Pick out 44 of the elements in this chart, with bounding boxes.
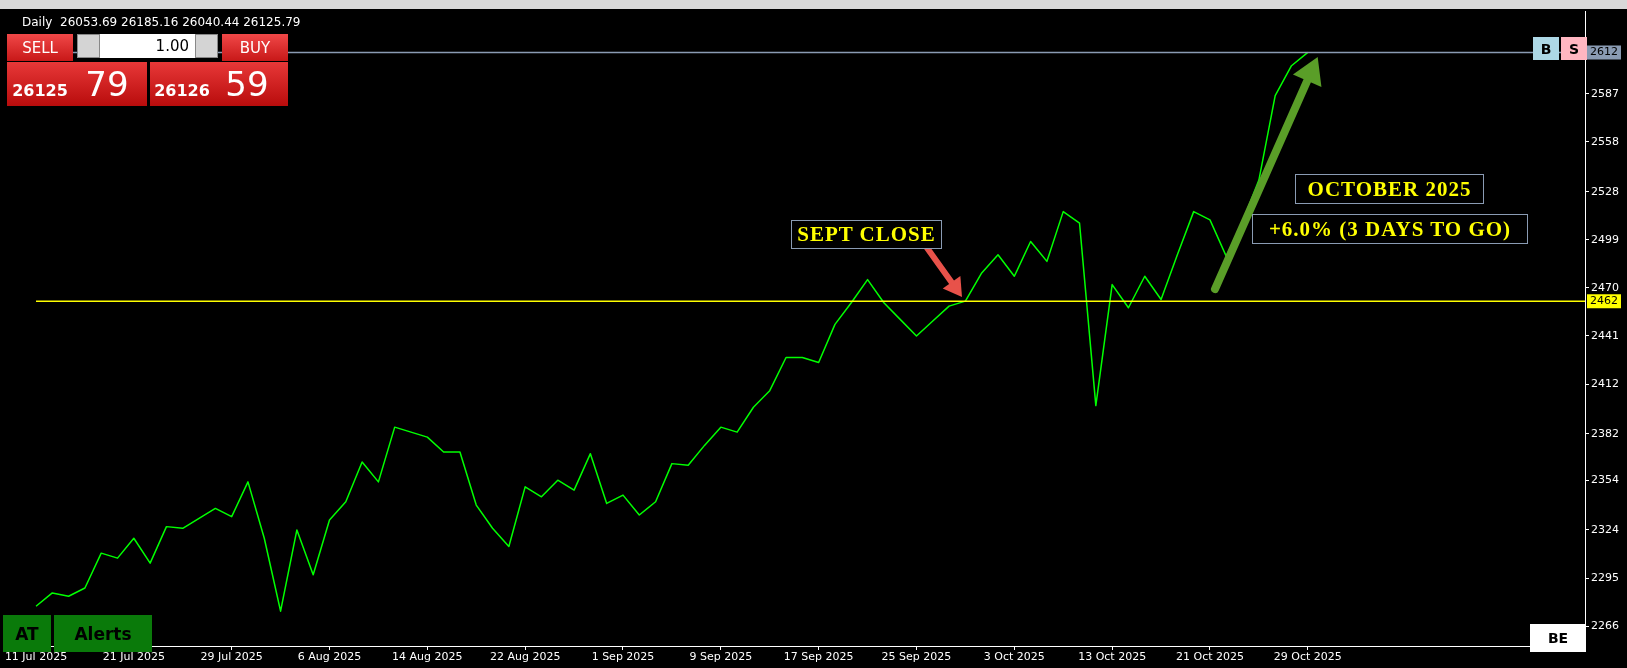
x-tick-label: 25 Sep 2025 bbox=[881, 650, 952, 664]
ask: 59 bbox=[224, 64, 270, 104]
y-tick-label: 2354 bbox=[1591, 473, 1619, 487]
alerts-button: Alerts bbox=[54, 615, 152, 652]
x-tick-label: 9 Sep 2025 bbox=[689, 650, 753, 664]
x-tick-label: 3 Oct 2025 bbox=[983, 650, 1045, 664]
y-tick-label: 2441 bbox=[1591, 328, 1619, 342]
annotation: +6.0% (3 DAYS TO GO) bbox=[1252, 214, 1528, 244]
buy-button: BUY bbox=[222, 34, 288, 61]
sell-button: SELL bbox=[7, 34, 73, 61]
quantity-field: 1.00 bbox=[100, 34, 195, 58]
x-tick-label: 6 Aug 2025 bbox=[297, 650, 362, 664]
y-tick-label: 2324 bbox=[1591, 522, 1619, 536]
annotation: OCTOBER 2025 bbox=[1295, 174, 1484, 204]
y-tick-label: 2412 bbox=[1591, 376, 1619, 390]
x-tick-label: 14 Aug 2025 bbox=[392, 650, 463, 664]
y-tick-label: 2499 bbox=[1591, 232, 1619, 246]
ask: 26126 bbox=[153, 80, 211, 100]
ref-line-label: 2612 bbox=[1590, 45, 1618, 59]
b-button: B bbox=[1533, 37, 1559, 60]
ref-line-label: 2462 bbox=[1590, 294, 1618, 307]
x-tick-label: 21 Oct 2025 bbox=[1175, 650, 1244, 664]
y-tick-label: 2558 bbox=[1591, 134, 1619, 148]
y-tick-label: 2470 bbox=[1591, 280, 1619, 294]
x-tick-label: 21 Jul 2025 bbox=[102, 650, 165, 664]
be-button: BE bbox=[1530, 624, 1586, 652]
x-tick-label: 29 Jul 2025 bbox=[200, 650, 263, 664]
x-tick-label: 13 Oct 2025 bbox=[1078, 650, 1147, 664]
chart-title: Daily 26053.69 26185.16 26040.44 26125.79 bbox=[22, 14, 301, 30]
at-button: AT bbox=[3, 615, 51, 652]
x-tick-label: 1 Sep 2025 bbox=[591, 650, 655, 664]
bid: 26125 bbox=[11, 80, 69, 100]
y-tick-label: 2295 bbox=[1591, 570, 1619, 584]
annotation: SEPT CLOSE bbox=[791, 220, 942, 249]
y-tick-label: 2266 bbox=[1591, 618, 1619, 632]
x-tick-label: 17 Sep 2025 bbox=[783, 650, 854, 664]
x-tick-label: 11 Jul 2025 bbox=[4, 650, 68, 664]
y-tick-label: 2587 bbox=[1591, 86, 1619, 100]
x-tick-label: 22 Aug 2025 bbox=[489, 650, 561, 664]
x-tick-label: 29 Oct 2025 bbox=[1273, 650, 1342, 664]
bid: 79 bbox=[84, 64, 130, 104]
s-button: S bbox=[1561, 37, 1587, 60]
y-tick-label: 2382 bbox=[1591, 426, 1619, 440]
y-tick-label: 2528 bbox=[1591, 184, 1619, 198]
